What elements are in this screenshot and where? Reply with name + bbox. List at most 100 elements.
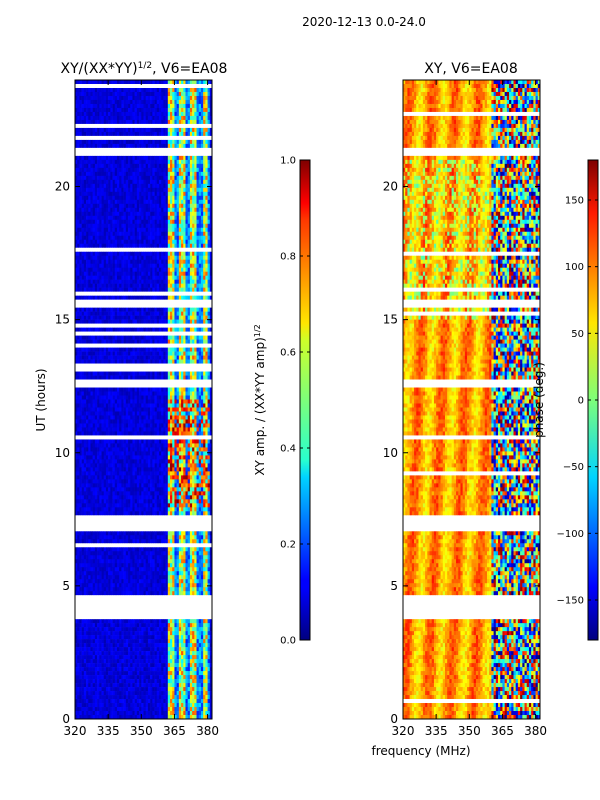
heatmap-cell: [119, 259, 122, 265]
heatmap-cell: [183, 123, 186, 129]
heatmap-cell: [128, 255, 131, 261]
heatmap-cell: [125, 311, 129, 316]
heatmap-cell: [205, 395, 208, 400]
heatmap-cell: [196, 327, 200, 332]
heatmap-cell: [178, 363, 182, 368]
heatmap-cell: [158, 135, 162, 141]
heatmap-cell: [161, 287, 164, 292]
heatmap-cell: [125, 251, 129, 257]
heatmap-cell: [200, 311, 204, 316]
heatmap-cell: [77, 399, 80, 404]
heatmap-cell: [101, 195, 105, 201]
heatmap-cell: [207, 251, 211, 257]
heatmap-cell: [136, 199, 140, 205]
heatmap-cell: [189, 195, 193, 201]
heatmap-cell: [90, 307, 93, 312]
heatmap-cell: [161, 95, 164, 101]
heatmap-cell: [156, 103, 160, 109]
heatmap-cell: [207, 147, 211, 153]
heatmap-cell: [207, 327, 211, 332]
heatmap-cell: [196, 107, 200, 113]
heatmap-cell: [125, 115, 129, 121]
heatmap-cell: [105, 103, 109, 109]
heatmap-cell: [176, 115, 180, 121]
heatmap-cell: [116, 287, 120, 292]
heatmap-cell: [121, 83, 124, 89]
heatmap-cell: [176, 179, 180, 185]
heatmap-cell: [196, 319, 200, 324]
heatmap-cell: [132, 255, 135, 261]
heatmap-cell: [99, 207, 102, 213]
heatmap-cell: [110, 267, 113, 272]
heatmap-cell: [77, 351, 80, 356]
heatmap-cell: [75, 363, 78, 368]
heatmap-cell: [132, 319, 135, 324]
heatmap-cell: [75, 275, 78, 280]
heatmap-cell: [121, 99, 124, 105]
heatmap-cell: [205, 295, 208, 300]
heatmap-cell: [145, 311, 149, 316]
heatmap-cell: [141, 331, 144, 336]
heatmap-cell: [125, 243, 129, 249]
heatmap-cell: [200, 379, 204, 384]
heatmap-cell: [90, 223, 93, 229]
heatmap-cell: [123, 279, 127, 284]
heatmap-cell: [154, 227, 158, 233]
heatmap-cell: [185, 355, 188, 360]
heatmap-cell: [116, 367, 120, 372]
heatmap-cell: [167, 199, 171, 205]
heatmap-cell: [112, 227, 116, 233]
heatmap-cell: [88, 191, 91, 197]
heatmap-cell: [154, 319, 158, 324]
heatmap-cell: [194, 327, 197, 332]
heatmap-cell: [165, 239, 169, 245]
heatmap-cell: [139, 171, 142, 177]
heatmap-cell: [83, 211, 87, 217]
heatmap-cell: [132, 223, 135, 229]
heatmap-cell: [99, 87, 102, 93]
heatmap-cell: [192, 191, 195, 197]
heatmap-cell: [154, 215, 158, 221]
heatmap-cell: [90, 255, 93, 261]
heatmap-cell: [121, 271, 124, 276]
heatmap-cell: [196, 347, 200, 352]
heatmap-cell: [183, 239, 186, 245]
heatmap-cell: [183, 367, 186, 372]
heatmap-cell: [105, 207, 109, 213]
heatmap-cell: [203, 203, 206, 209]
heatmap-cell: [161, 91, 164, 97]
heatmap-cell: [101, 227, 105, 233]
heatmap-cell: [163, 195, 166, 201]
heatmap-cell: [88, 255, 91, 261]
heatmap-cell: [163, 359, 166, 364]
heatmap-cell: [198, 283, 202, 288]
heatmap-cell: [161, 107, 164, 113]
heatmap-cell: [176, 347, 180, 352]
heatmap-cell: [81, 87, 85, 93]
heatmap-cell: [183, 83, 186, 89]
heatmap-cell: [207, 279, 211, 284]
heatmap-cell: [161, 211, 164, 217]
heatmap-cell: [77, 287, 80, 292]
heatmap-cell: [172, 307, 175, 312]
heatmap-cell: [170, 103, 173, 109]
heatmap-cell: [143, 359, 147, 364]
heatmap-cell: [207, 87, 211, 93]
heatmap-cell: [152, 87, 155, 93]
heatmap-cell: [192, 203, 195, 209]
heatmap-cell: [94, 371, 98, 376]
heatmap-cell: [196, 331, 200, 336]
heatmap-cell: [94, 163, 98, 169]
heatmap-cell: [136, 379, 140, 384]
heatmap-cell: [205, 299, 208, 304]
heatmap-cell: [189, 351, 193, 356]
heatmap-cell: [203, 375, 206, 380]
heatmap-cell: [128, 315, 131, 320]
heatmap-cell: [77, 83, 80, 89]
heatmap-cell: [110, 159, 113, 165]
heatmap-cell: [167, 391, 171, 396]
heatmap-cell: [139, 287, 142, 292]
heatmap-cell: [185, 211, 188, 217]
heatmap-cell: [161, 255, 164, 261]
heatmap-cell: [108, 251, 111, 257]
